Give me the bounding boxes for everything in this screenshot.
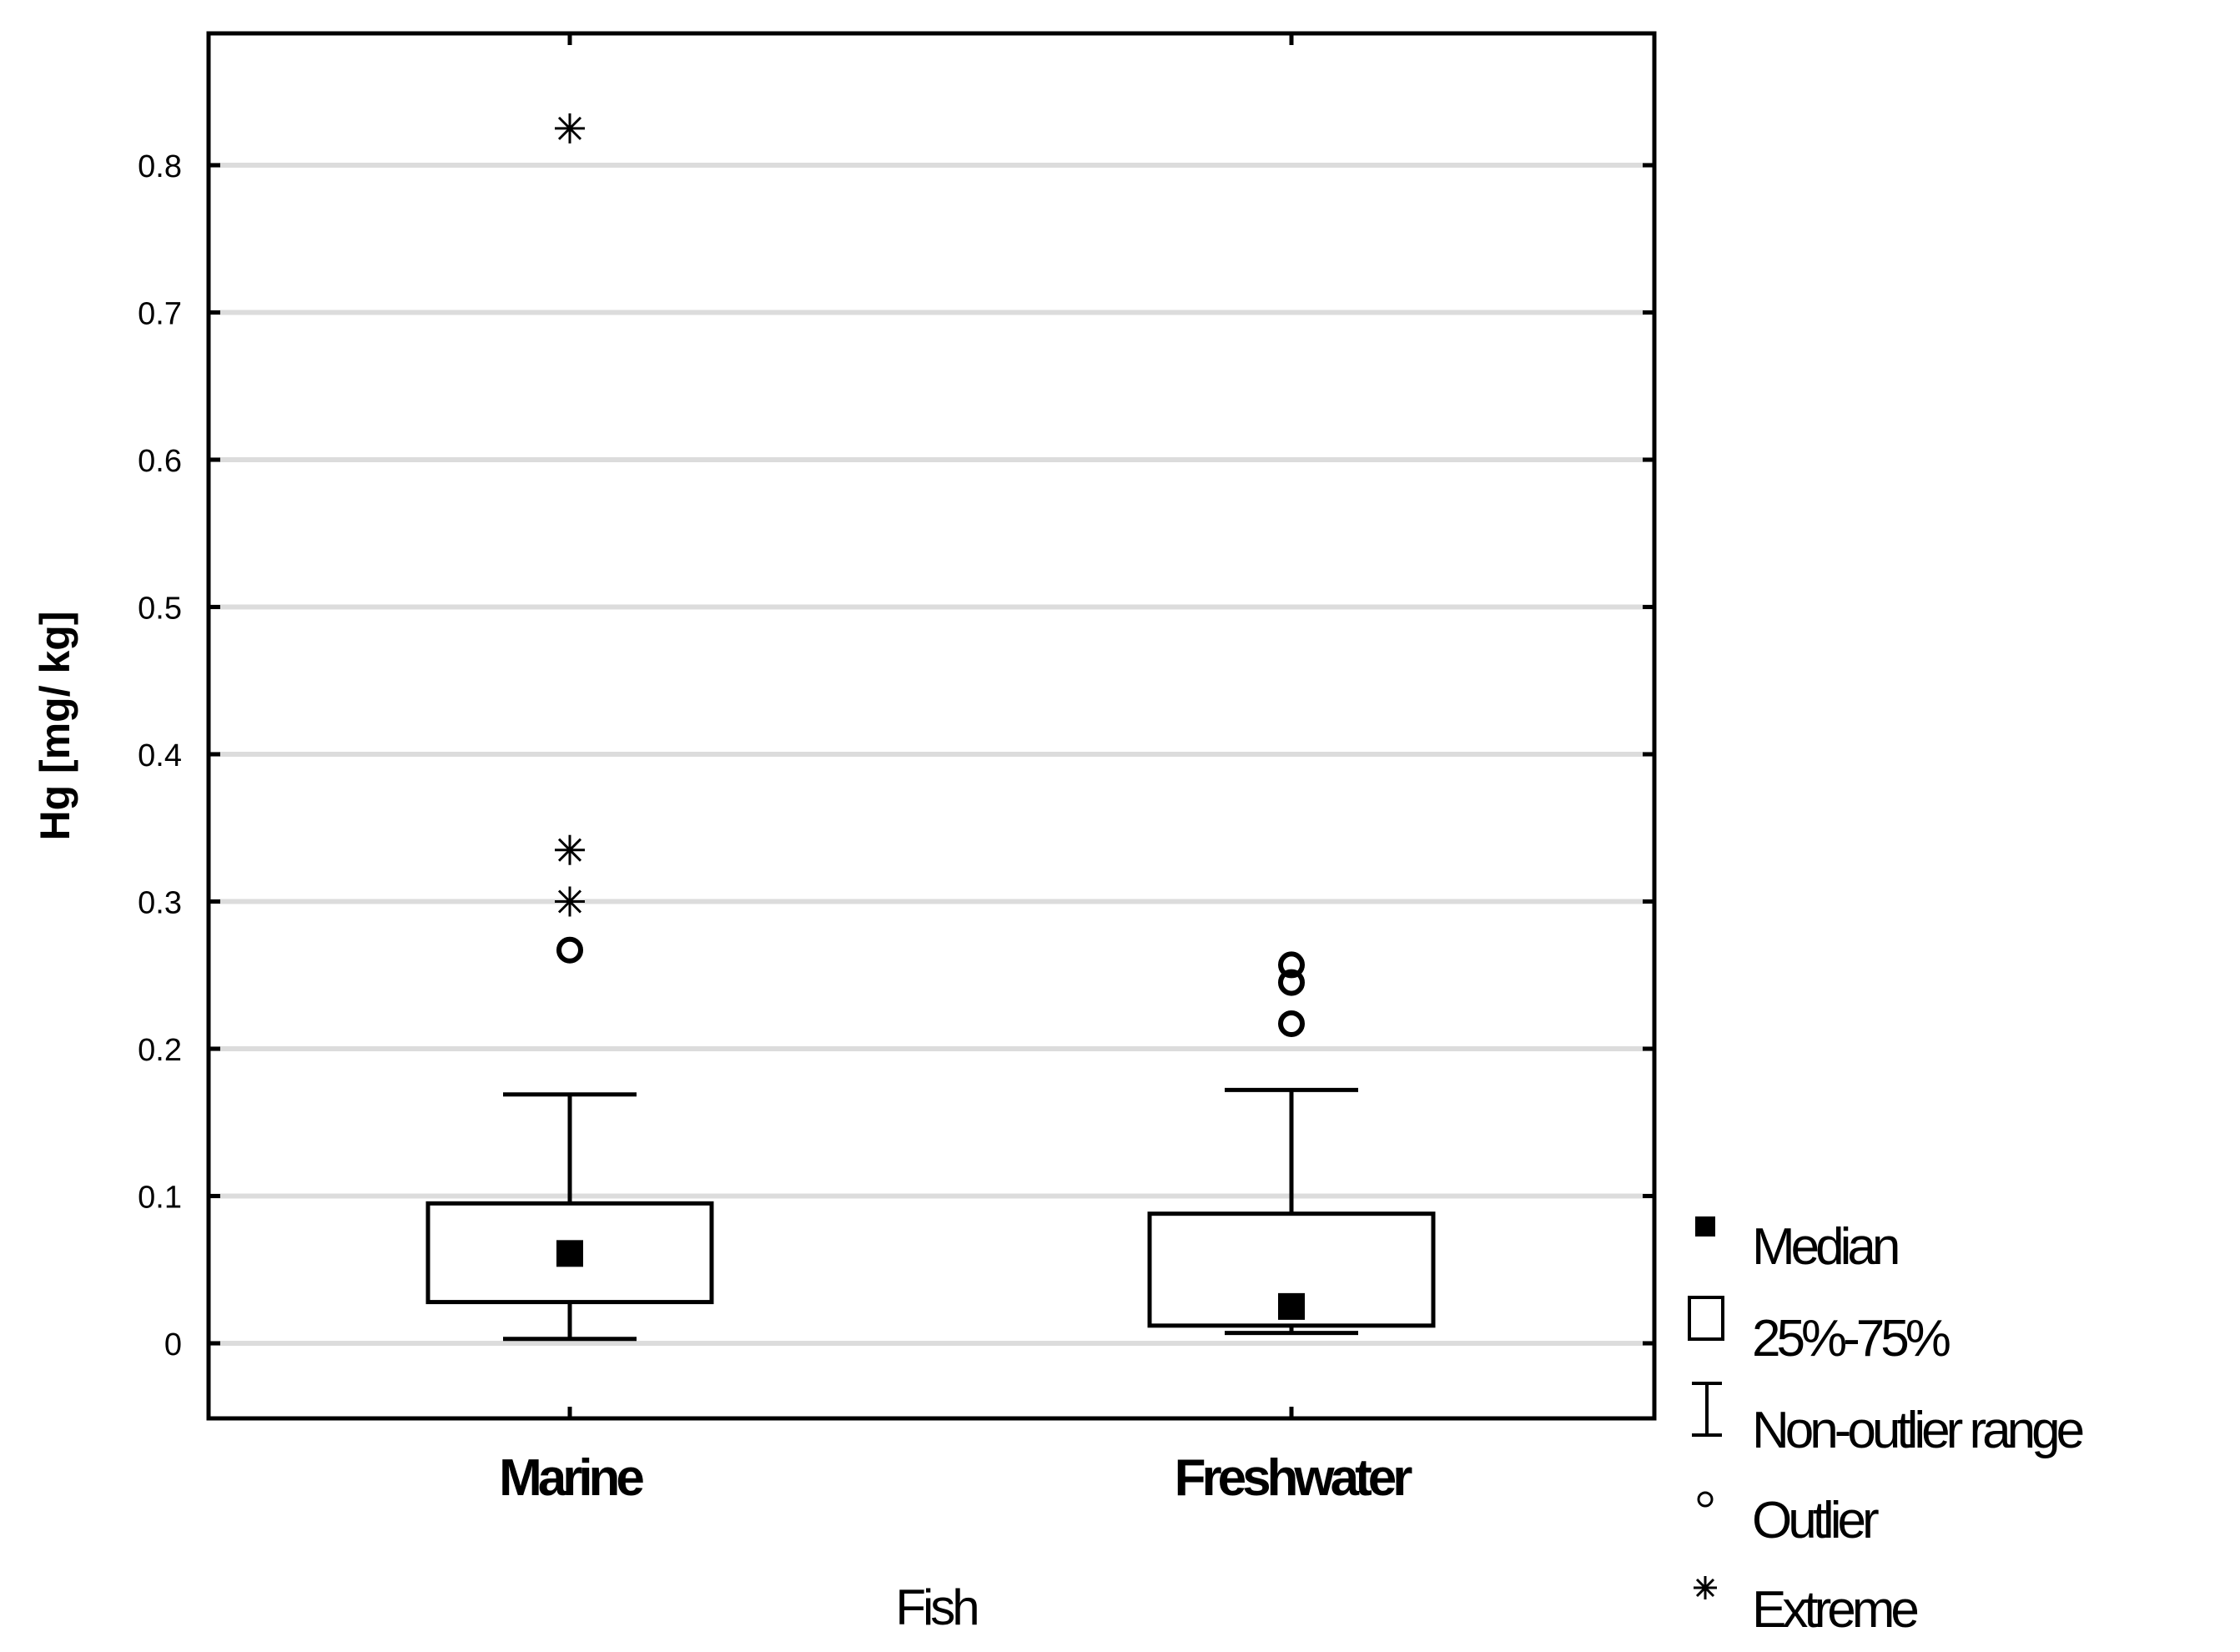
outlier-point: [556, 936, 583, 964]
legend-whisker-symbol: [1692, 1382, 1722, 1437]
legend-outlier-label: Outlier: [1752, 1492, 1879, 1549]
gridlines: [209, 163, 1654, 1346]
box-freshwater: [1147, 951, 1436, 1336]
x-category-label: Freshwater: [1175, 1449, 1413, 1507]
outlier-point: [1278, 951, 1305, 979]
x-category-label: Marine: [499, 1449, 643, 1507]
legend-whisker-label: Non-outlier range: [1752, 1402, 2083, 1459]
y-tick-label: 0.3: [138, 886, 182, 921]
extreme-point: [555, 113, 585, 144]
x-axis-title: Fish: [895, 1579, 977, 1635]
y-tick-label: 0: [164, 1327, 182, 1362]
y-tick-label: 0.1: [138, 1181, 182, 1216]
box-series: [425, 113, 1436, 1342]
legend-outlier-symbol: [1697, 1491, 1714, 1508]
outlier-point: [1278, 1010, 1305, 1037]
y-axis-ticks: 0 0.1 0.2 0.3 0.4 0.5 0.6 0.7 0.8 Marine Freshwate…: [138, 33, 1654, 1507]
y-tick-label: 0.4: [138, 738, 182, 773]
extreme-point: [555, 886, 585, 917]
legend-extreme-symbol: [1694, 1576, 1717, 1599]
legend-extreme-label: Extreme: [1752, 1581, 1917, 1639]
y-axis-title: Hg [mg/ kg]: [32, 612, 78, 841]
box-marine: [425, 113, 714, 1342]
extreme-point: [555, 834, 585, 865]
y-tick-label: 0.2: [138, 1033, 182, 1068]
median-marker: [556, 1240, 583, 1267]
median-marker: [1278, 1292, 1305, 1320]
y-tick-label: 0.6: [138, 444, 182, 479]
legend-box-label: 25%-75%: [1752, 1310, 1950, 1367]
y-tick-label: 0.8: [138, 149, 182, 184]
legend: Median 25%-75% Non-outlier range Outlier…: [1688, 1216, 2087, 1639]
legend-box-symbol: [1688, 1296, 1724, 1341]
y-tick-label: 0.7: [138, 297, 182, 332]
y-tick-label: 0.5: [138, 592, 182, 627]
outlier-point: [1278, 969, 1305, 996]
legend-median-label: Median: [1752, 1218, 1898, 1276]
legend-median-symbol: [1695, 1216, 1715, 1236]
plot-frame: [206, 31, 1657, 1421]
